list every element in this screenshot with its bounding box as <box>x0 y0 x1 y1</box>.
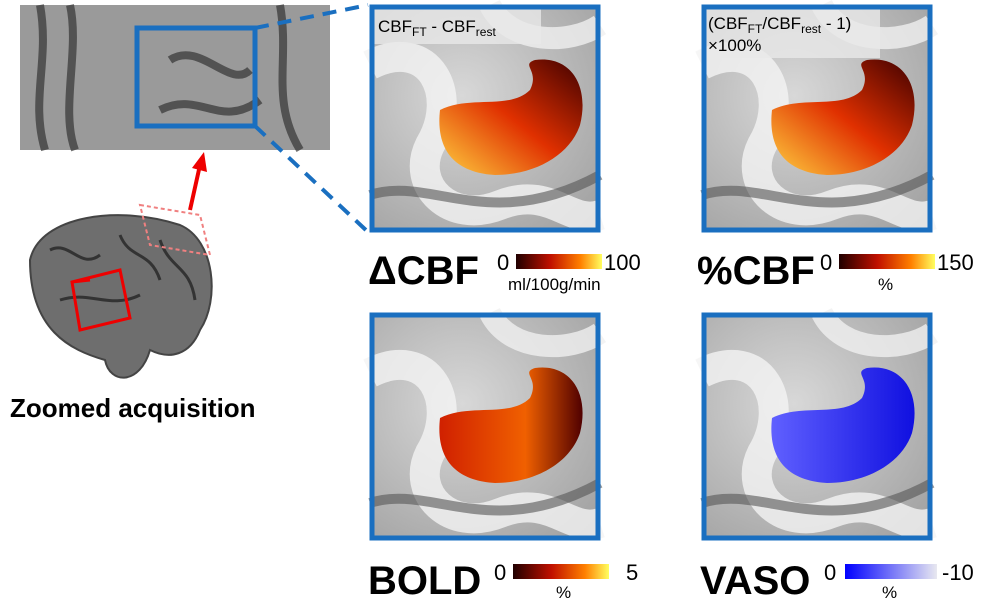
colorbar-min: 0 <box>494 560 506 585</box>
colorbar-unit: % <box>882 583 897 602</box>
panel-label: %CBF <box>697 249 815 293</box>
colorbar-unit: % <box>556 583 571 602</box>
formula: (CBFFT/CBFrest - 1) <box>708 14 851 36</box>
panel-label: VASO <box>700 559 810 602</box>
panel-image <box>370 313 600 540</box>
arrow-head <box>192 152 207 172</box>
panel-label: ΔCBF <box>368 249 479 293</box>
panel-image: CBFFT - CBFrest <box>370 5 600 232</box>
colorbar-max: 5 <box>626 560 638 585</box>
panel-label: BOLD <box>368 559 481 602</box>
brain <box>28 203 213 379</box>
colorbar-max: -10 <box>942 560 974 585</box>
zoom-lines <box>253 3 370 234</box>
colorbar-max: 100 <box>604 250 641 275</box>
zoom-image <box>20 4 330 153</box>
colorbar-min: 0 <box>820 250 832 275</box>
colorbar-max: 150 <box>937 250 974 275</box>
colorbar <box>513 564 609 579</box>
colorbar <box>516 254 602 269</box>
panel-image: (CBFFT/CBFrest - 1) ×100% <box>702 5 932 232</box>
colorbar <box>839 254 935 269</box>
colorbar-unit: % <box>878 275 893 294</box>
colorbar-min: 0 <box>497 250 509 275</box>
colorbar <box>845 564 937 579</box>
zoom-label: Zoomed acquisition <box>10 393 256 423</box>
panel-image <box>702 313 932 540</box>
arrow <box>188 164 202 211</box>
formula: ×100% <box>708 36 761 55</box>
colorbar-unit: ml/100g/min <box>508 275 601 294</box>
colorbar-min: 0 <box>824 560 836 585</box>
formula: CBFFT - CBFrest <box>378 17 496 39</box>
